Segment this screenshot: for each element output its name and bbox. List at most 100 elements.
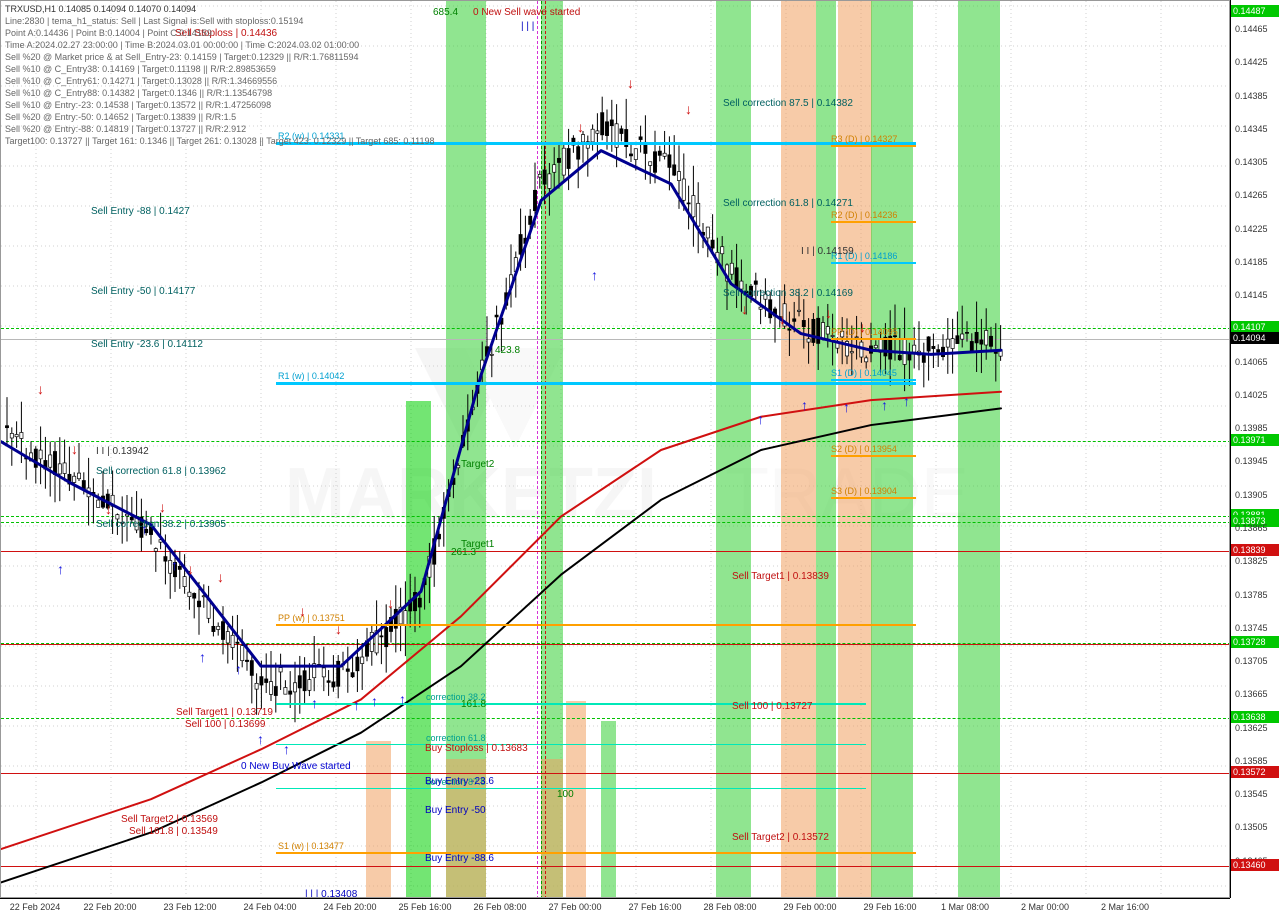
y-axis-tick: 0.14185 [1235,257,1268,267]
chart-annotation: Sell Entry -50 | 0.14177 [91,286,195,297]
chart-plot-area[interactable]: MARKETZI TRADE R2 (w) | 0.14331R1 (w) | … [0,0,1230,898]
y-axis-tick: 0.13745 [1235,623,1268,633]
pivot-label: R2 (D) | 0.14236 [831,210,897,220]
buy-arrow-icon: ↑ [199,649,206,665]
pivot-line [276,852,916,854]
chart-annotation: Sell Entry -88 | 0.1427 [91,206,190,217]
chart-annotation: 161.8 [461,699,486,710]
y-axis-tick: 0.14465 [1235,24,1268,34]
y-axis-tick: 0.13985 [1235,423,1268,433]
x-axis-tick: 27 Feb 00:00 [548,902,601,912]
chart-annotation: I I | 0.13942 [96,446,149,457]
chart-annotation: Buy Entry -88.6 [425,853,494,864]
pivot-label: R1 (w) | 0.14042 [278,371,344,381]
price-badge: 0.13839 [1231,544,1279,556]
price-badge: 0.13460 [1231,859,1279,871]
x-axis-tick: 23 Feb 12:00 [163,902,216,912]
info-line: Time A:2024.02.27 23:00:00 | Time B:2024… [5,39,435,51]
info-line: Point A:0.14436 | Point B:0.14004 | Poin… [5,27,435,39]
pivot-label: S1 (w) | 0.13477 [278,841,344,851]
buy-arrow-icon: ↑ [801,397,808,413]
info-line: Sell %20 @ Entry:-50: 0.14652 | Target:0… [5,111,435,123]
price-axis: 0.144870.144650.144250.143850.143450.143… [1230,0,1280,898]
pivot-label: S1 (D) | 0.14045 [831,368,897,378]
sell-arrow-icon: ↓ [387,595,394,611]
sell-arrow-icon: ↓ [577,119,584,135]
pivot-line [831,338,916,340]
info-line: Sell %10 @ C_Entry88: 0.14382 | Target:0… [5,87,435,99]
sell-arrow-icon: ↓ [779,311,786,327]
buy-arrow-icon: ↑ [57,561,64,577]
sell-arrow-icon: ↓ [105,501,112,517]
chart-annotation: Sell Target2 | 0.13572 [732,832,829,843]
y-axis-tick: 0.13785 [1235,590,1268,600]
time-axis: 22 Feb 202422 Feb 20:0023 Feb 12:0024 Fe… [0,898,1230,920]
sell-arrow-icon: ↓ [335,621,342,637]
chart-annotation: 100 [557,789,574,800]
y-axis-tick: 0.13825 [1235,556,1268,566]
x-axis-tick: 22 Feb 20:00 [83,902,136,912]
chart-annotation: I I | 0.14159 [801,246,854,257]
y-axis-tick: 0.13865 [1235,523,1268,533]
chart-title-ohlc: TRXUSD,H1 0.14085 0.14094 0.14070 0.1409… [5,3,435,15]
buy-arrow-icon: ↑ [881,397,888,413]
chart-annotation: 261.3 [451,547,476,558]
pivot-line [276,744,866,745]
y-axis-tick: 0.13945 [1235,456,1268,466]
pivot-line [831,221,916,223]
y-axis-tick: 0.14145 [1235,290,1268,300]
buy-arrow-icon: ↑ [757,411,764,427]
sell-arrow-icon: ↓ [37,381,44,397]
x-axis-tick: 27 Feb 16:00 [628,902,681,912]
price-badge: 0.13971 [1231,434,1279,446]
pivot-label: R3 (D) | 0.14327 [831,134,897,144]
x-axis-tick: 29 Feb 00:00 [783,902,836,912]
x-axis-tick: 28 Feb 08:00 [703,902,756,912]
x-axis-tick: 26 Feb 08:00 [473,902,526,912]
chart-annotation: Sell correction 61.8 | 0.14271 [723,198,853,209]
chart-annotation: Sell correction 38.2 | 0.13905 [96,519,226,530]
info-line: Sell %20 @ Market price & at Sell_Entry-… [5,51,435,63]
chart-annotation: Sell correction 38.2 | 0.14169 [723,288,853,299]
sell-arrow-icon: ↓ [859,319,866,335]
y-axis-tick: 0.13585 [1235,756,1268,766]
sell-arrow-icon: ↓ [71,441,78,457]
x-axis-tick: 24 Feb 20:00 [323,902,376,912]
buy-arrow-icon: ↑ [283,741,290,757]
info-line: Sell %10 @ C_Entry61: 0.14271 | Target:0… [5,75,435,87]
y-axis-tick: 0.14425 [1235,57,1268,67]
info-line: Sell %10 @ C_Entry38: 0.14169 | Target:0… [5,63,435,75]
chart-annotation: Target2 [461,459,494,470]
chart-annotation: Sell Target1 | 0.13839 [732,571,829,582]
buy-arrow-icon: ↑ [843,399,850,415]
x-axis-tick: 24 Feb 04:00 [243,902,296,912]
info-line: Sell %10 @ Entry:-23: 0.14538 | Target:0… [5,99,435,111]
x-axis-tick: 25 Feb 16:00 [398,902,451,912]
pivot-line [831,379,916,381]
chart-annotation: 0 New Buy Wave started [241,761,351,772]
chart-annotation: Sell 100 | 0.13727 [732,701,812,712]
pivot-line [831,455,916,457]
y-axis-tick: 0.13705 [1235,656,1268,666]
y-axis-tick: 0.14345 [1235,124,1268,134]
info-line: Target100: 0.13727 || Target 161: 0.1346… [5,135,435,147]
y-axis-tick: 0.14305 [1235,157,1268,167]
y-axis-tick: 0.13505 [1235,822,1268,832]
chart-annotation: Sell correction 61.8 | 0.13962 [96,466,226,477]
info-text-block: TRXUSD,H1 0.14085 0.14094 0.14070 0.1409… [5,3,435,147]
chart-annotation: 685.4 [433,7,458,18]
pivot-line [831,145,916,147]
buy-arrow-icon: ↑ [903,393,910,409]
sell-arrow-icon: ↓ [299,603,306,619]
y-axis-tick: 0.13905 [1235,490,1268,500]
buy-arrow-icon: ↑ [371,693,378,709]
pivot-label: correction 61.8 [426,733,486,743]
sell-arrow-icon: ↓ [159,499,166,515]
x-axis-tick: 2 Mar 00:00 [1021,902,1069,912]
y-axis-tick: 0.14265 [1235,190,1268,200]
sell-arrow-icon: ↓ [741,301,748,317]
chart-annotation: 0 New Sell wave started [473,7,580,18]
price-badge: 0.13728 [1231,636,1279,648]
x-axis-tick: 2 Mar 16:00 [1101,902,1149,912]
sell-arrow-icon: ↓ [187,561,194,577]
